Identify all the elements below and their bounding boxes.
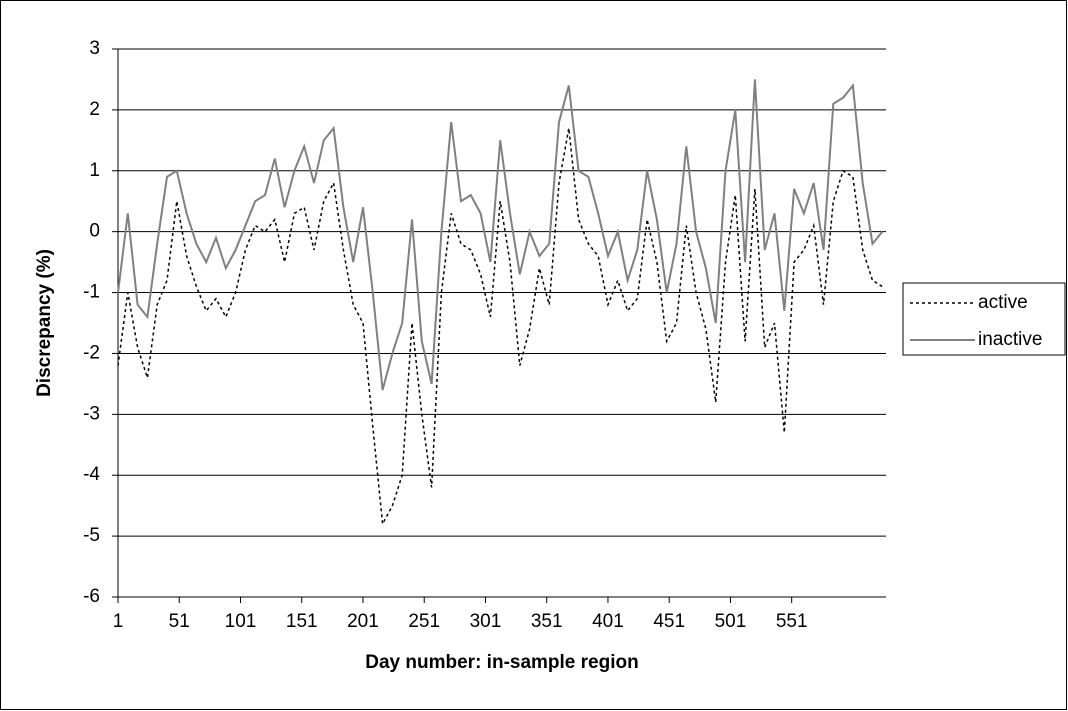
legend-label: active bbox=[978, 292, 1028, 313]
x-tick-label: 451 bbox=[653, 611, 685, 632]
y-tick-label: 3 bbox=[89, 38, 100, 59]
legend-label: inactive bbox=[978, 329, 1042, 350]
y-tick-label: -5 bbox=[83, 525, 100, 546]
y-tick-label: -4 bbox=[83, 464, 100, 485]
x-tick-label: 401 bbox=[592, 611, 624, 632]
y-tick-label: 2 bbox=[89, 99, 100, 120]
y-tick-label: -1 bbox=[83, 282, 100, 303]
x-tick-label: 251 bbox=[408, 611, 440, 632]
x-tick-label: 1 bbox=[113, 611, 124, 632]
x-tick-label: 301 bbox=[470, 611, 502, 632]
legend-box bbox=[902, 282, 1066, 356]
x-tick-label: 501 bbox=[715, 611, 747, 632]
y-tick-label: 1 bbox=[89, 160, 100, 181]
x-tick-label: 101 bbox=[225, 611, 257, 632]
x-tick-label: 51 bbox=[169, 611, 190, 632]
y-tick-label: -3 bbox=[83, 403, 100, 424]
y-axis-title: Discrepancy (%) bbox=[34, 249, 55, 397]
y-tick-label: 0 bbox=[89, 221, 100, 242]
x-tick-label: 551 bbox=[776, 611, 808, 632]
y-tick-label: -6 bbox=[83, 586, 100, 607]
x-tick-label: 201 bbox=[347, 611, 379, 632]
y-tick-label: -2 bbox=[83, 342, 100, 363]
x-tick-label: 351 bbox=[531, 611, 563, 632]
x-axis-title: Day number: in-sample region bbox=[365, 652, 638, 673]
x-tick-label: 151 bbox=[286, 611, 318, 632]
series-line bbox=[117, 128, 883, 527]
series-line bbox=[117, 79, 884, 391]
